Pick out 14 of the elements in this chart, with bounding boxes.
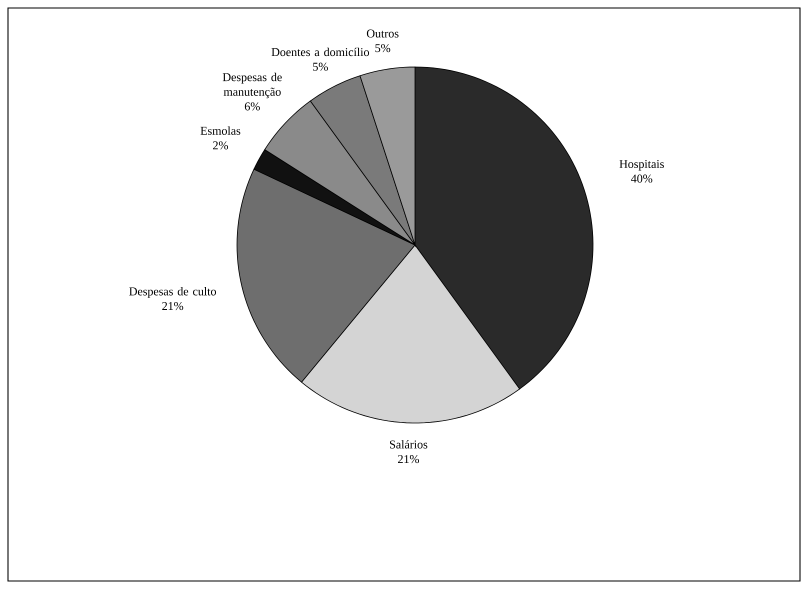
data-label: 5%	[313, 62, 328, 71]
slice-label: Despesas de culto	[129, 287, 216, 298]
slice-label: Salários	[390, 440, 428, 448]
slice-label: Esmolas	[200, 126, 240, 135]
slice-label: Outros	[366, 30, 399, 38]
data-label: 5%	[375, 44, 390, 52]
data-label: 21%	[398, 455, 420, 464]
slice-label: Despesas de manutenção	[222, 72, 282, 98]
data-label: 6%	[244, 102, 260, 110]
data-label: 2%	[213, 141, 228, 150]
data-label: 21%	[162, 302, 184, 310]
slice-label: Hospitais	[620, 160, 664, 170]
slice-label: Doentes a domicílio	[272, 48, 370, 56]
data-label: 40%	[631, 174, 652, 183]
